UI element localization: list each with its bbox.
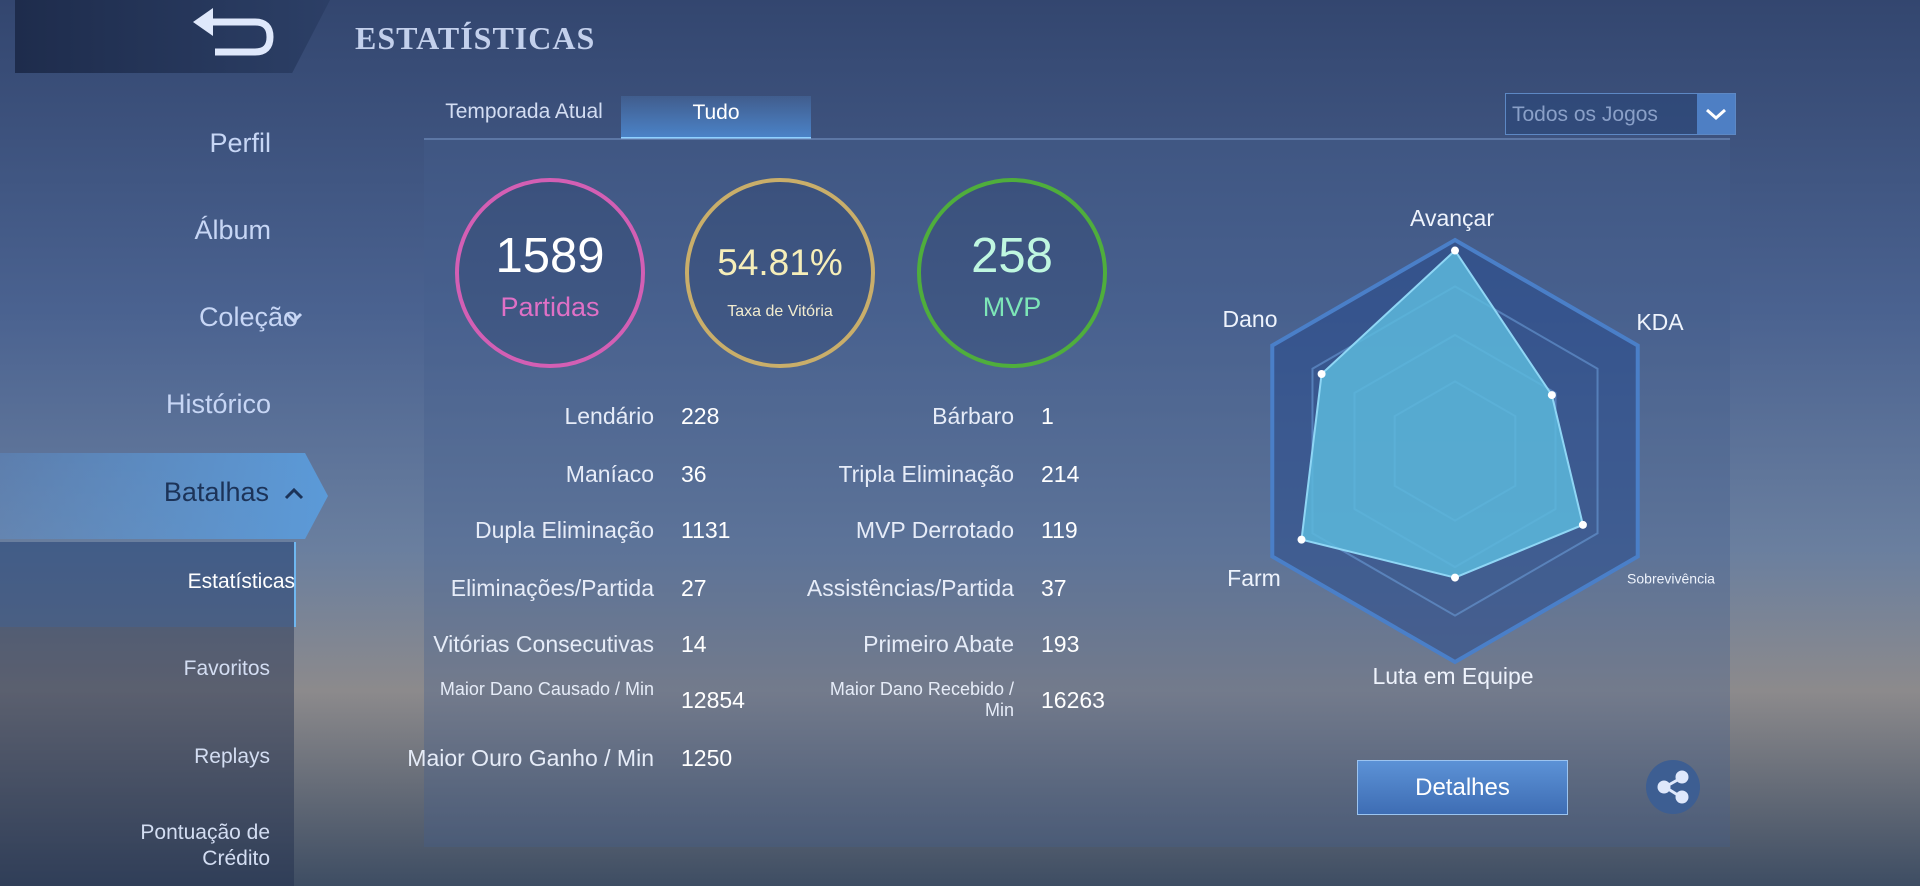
stat-label: Maníaco [565,461,654,487]
stat-label: Eliminações/Partida [450,575,654,601]
share-icon [1657,770,1689,804]
radar-label: Farm [1227,565,1281,591]
stat-value: 14 [681,631,707,657]
radar-point [1317,369,1326,378]
radar-point [1547,391,1556,400]
stat-value: 214 [1041,461,1080,487]
subitem-highlight [0,542,296,627]
nav-item-active[interactable]: Batalhas [163,477,269,507]
back-button[interactable] [15,0,330,73]
chevron-down [285,312,303,324]
tab-active[interactable]: Tudo [621,96,811,139]
radar-point [1297,535,1306,544]
summary-label: MVP [982,292,1042,322]
radar-point [1451,573,1459,582]
summary-label: Taxa de Vitória [727,303,833,320]
summary-value: 258 [971,229,1053,283]
summary-circle: 54.81% Taxa de Vitória [685,178,875,368]
nav-item[interactable]: Histórico [165,389,271,419]
stat-value: 36 [681,461,707,487]
subnav-item-active[interactable]: Estatísticas [187,570,295,593]
subnav-item[interactable]: Replays [194,745,270,768]
radar-label: Avançar [1410,205,1494,231]
back-icon [193,8,274,56]
stat-label: Bárbaro [932,403,1014,429]
chevron-up [284,487,304,500]
stat-label: Dupla Eliminação [475,517,654,543]
radar-point [1578,520,1587,529]
stat-value: 37 [1041,575,1067,601]
filter-label: Todos os Jogos [1512,103,1658,126]
details-button[interactable]: Detalhes [1357,760,1568,815]
stat-value: 1 [1041,403,1054,429]
stat-value: 193 [1041,631,1080,657]
stat-value: 16263 [1041,687,1105,713]
stat-value: 27 [681,575,707,601]
stat-value: 1250 [681,745,733,771]
tab[interactable]: Temporada Atual [445,100,603,123]
summary-circle: 1589 Partidas [455,178,645,368]
stat-label: Assistências/Partida [806,575,1014,601]
radar-ring [1311,285,1599,617]
stat-label: Lendário [564,403,654,429]
page-title: ESTATÍSTICAS [355,20,596,56]
radar-label: Sobrevivência [1627,571,1715,587]
summary-value: 1589 [495,229,605,283]
stat-value: 1131 [681,517,731,543]
stat-label: Maior Ouro Ganho / Min [407,745,654,771]
stat-label: Primeiro Abate [863,631,1014,657]
selected-highlight [0,453,328,539]
subnav-item[interactable]: Favoritos [183,657,270,680]
stat-value: 12854 [681,687,745,713]
summary-value: 54.81% [717,242,843,283]
summary-label: Partidas [500,292,600,322]
dropdown-arrow-bg [1697,94,1735,134]
stat-label: Tripla Eliminação [838,461,1014,487]
radar-chart: Avançar KDA Sobrevivência Luta em Equipe Far… [1223,205,1716,689]
subnav-item[interactable]: Pontuação de Crédito [140,821,270,870]
radar-point [1451,246,1459,255]
summary-circle: 258 MVP [917,178,1107,368]
share-button[interactable] [1646,760,1700,814]
radar-label: Dano [1223,306,1278,332]
subnav-bg [0,627,294,886]
stat-value: 119 [1041,517,1078,543]
nav-item[interactable]: Álbum [194,215,271,245]
stat-label: MVP Derrotado [855,517,1014,543]
stat-label: Maior Dano Causado / Min [439,679,654,699]
nav-item[interactable]: Coleção [198,302,298,332]
stat-value: 228 [681,403,720,429]
nav-item[interactable]: Perfil [209,128,271,158]
stat-label: Maior Dano Recebido / Min [829,679,1014,720]
filter-dropdown[interactable]: Todos os Jogos [1505,93,1736,135]
radar-label: KDA [1636,309,1684,335]
dropdown-arrow [1706,108,1726,121]
stat-label: Vitórias Consecutivas [433,631,654,657]
radar-label: Luta em Equipe [1372,663,1533,689]
